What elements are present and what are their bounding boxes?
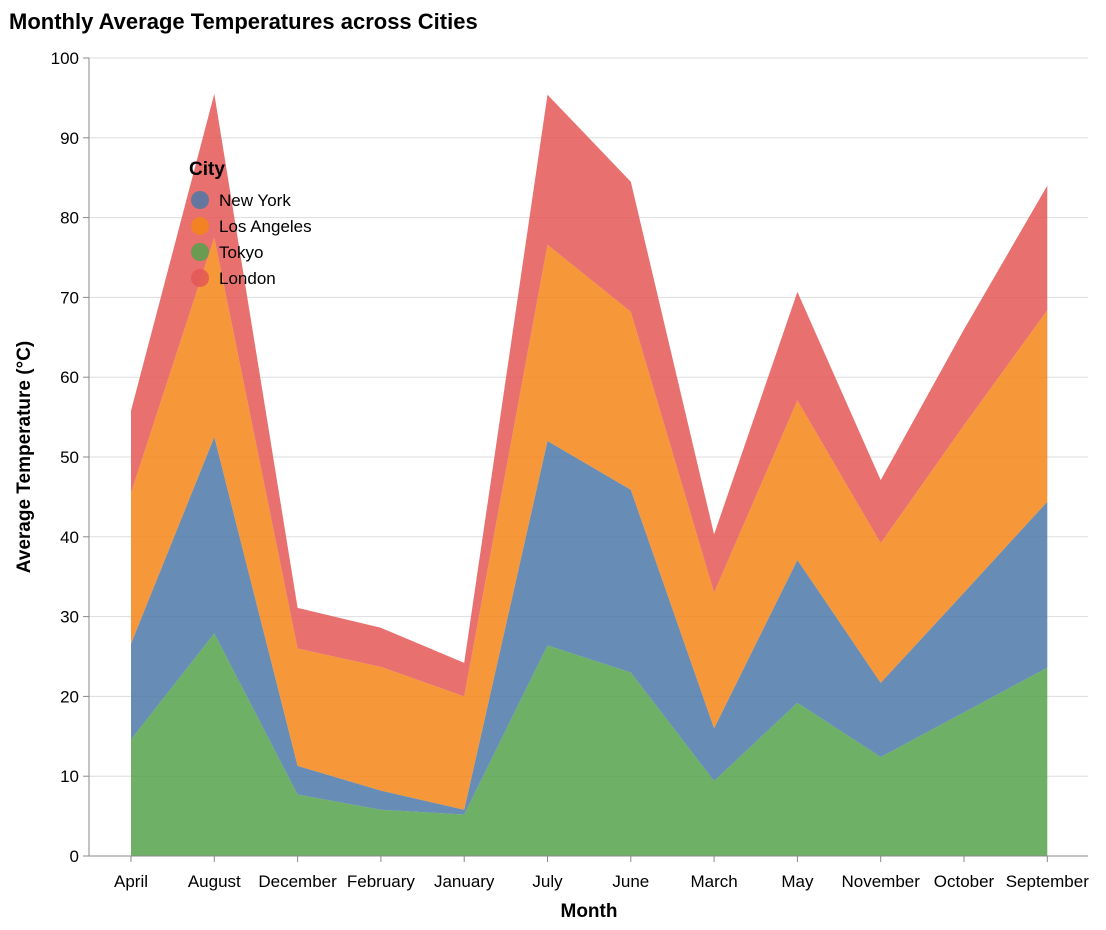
x-tick-label: December	[258, 872, 337, 891]
area-new-york	[131, 437, 1048, 815]
y-tick-label: 40	[60, 528, 79, 547]
legend-label: Tokyo	[219, 243, 263, 262]
y-tick-label: 0	[70, 847, 79, 866]
y-tick-label: 30	[60, 608, 79, 627]
x-tick-label: May	[781, 872, 814, 891]
legend: City New York Los Angeles Tokyo London	[189, 159, 312, 288]
x-tick-label: January	[434, 872, 495, 891]
y-tick-label: 10	[60, 767, 79, 786]
y-axis-title: Average Temperature (°C)	[14, 341, 35, 574]
chart-title: Monthly Average Temperatures across Citi…	[9, 9, 478, 34]
y-tick-label: 60	[60, 368, 79, 387]
legend-swatch	[191, 191, 209, 209]
x-tick-label: April	[114, 872, 148, 891]
legend-label: London	[219, 269, 276, 288]
x-tick-label: November	[841, 872, 920, 891]
y-tick-label: 80	[60, 209, 79, 228]
area-series	[131, 93, 1048, 856]
legend-swatch	[191, 243, 209, 261]
y-tick-label: 70	[60, 288, 79, 307]
x-tick-label: August	[188, 872, 241, 891]
legend-swatch	[191, 217, 209, 235]
x-tick-label: February	[347, 872, 416, 891]
x-tick-label: March	[690, 872, 737, 891]
area-los-angeles	[131, 237, 1048, 810]
legend-label: Los Angeles	[219, 217, 312, 236]
x-axis-title: Month	[561, 901, 618, 922]
x-tick-label: October	[934, 872, 995, 891]
axes: 0 10 20 30 40 50 60 70 80 90 100 April August Decembe…	[51, 49, 1090, 891]
legend-label: New York	[219, 191, 291, 210]
x-tick-label: September	[1006, 872, 1089, 891]
y-tick-label: 90	[60, 129, 79, 148]
y-tick-label: 50	[60, 448, 79, 467]
area-london	[131, 93, 1048, 697]
x-tick-label: June	[612, 872, 649, 891]
legend-swatch	[191, 269, 209, 287]
x-tick-label: July	[532, 872, 563, 891]
y-tick-label: 100	[51, 49, 79, 68]
legend-title: City	[189, 159, 225, 180]
area-tokyo	[131, 633, 1048, 856]
y-tick-label: 20	[60, 687, 79, 706]
